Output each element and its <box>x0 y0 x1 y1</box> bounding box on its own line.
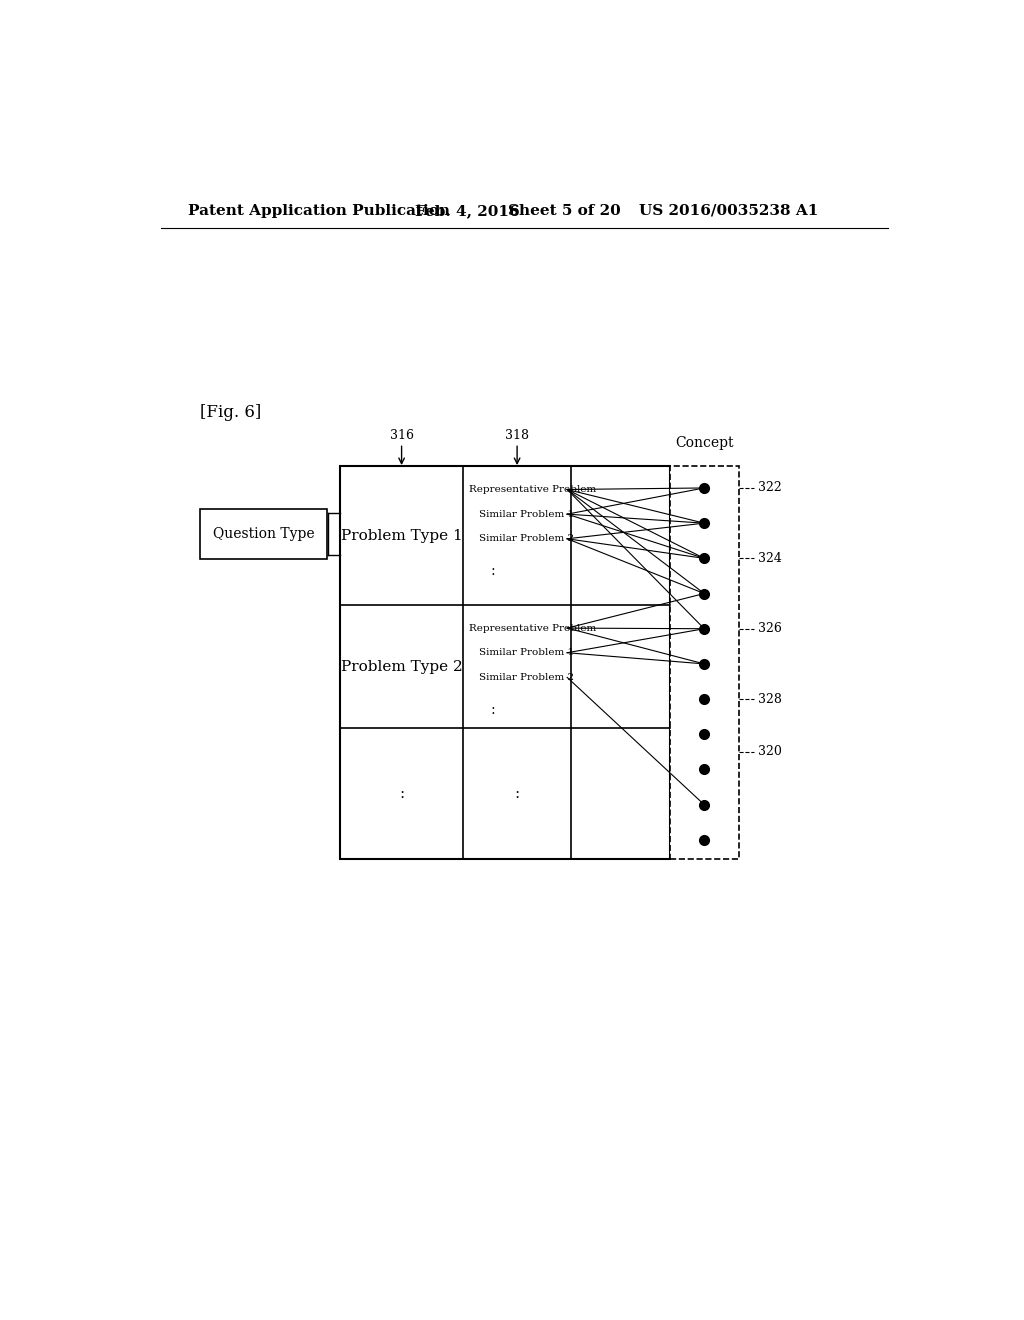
Text: :: : <box>399 787 404 801</box>
Text: 328: 328 <box>758 693 782 706</box>
Text: 320: 320 <box>758 746 782 759</box>
Text: 322: 322 <box>758 482 782 495</box>
Text: 316: 316 <box>389 429 414 442</box>
Bar <box>200 508 327 558</box>
Text: Concept: Concept <box>675 437 733 450</box>
Text: 324: 324 <box>758 552 782 565</box>
Text: 318: 318 <box>505 429 529 442</box>
Text: Sheet 5 of 20: Sheet 5 of 20 <box>508 203 621 218</box>
Text: US 2016/0035238 A1: US 2016/0035238 A1 <box>639 203 818 218</box>
Text: Similar Problem 1: Similar Problem 1 <box>478 648 573 657</box>
Text: Similar Problem 2: Similar Problem 2 <box>478 673 573 682</box>
Text: Problem Type 2: Problem Type 2 <box>341 660 463 673</box>
Text: :: : <box>514 787 520 801</box>
Text: Similar Problem 2: Similar Problem 2 <box>478 535 573 544</box>
Text: 326: 326 <box>758 622 782 635</box>
Text: Representative Problem: Representative Problem <box>469 623 597 632</box>
Text: [Fig. 6]: [Fig. 6] <box>200 404 261 421</box>
Text: Problem Type 1: Problem Type 1 <box>341 529 463 543</box>
Bar <box>670 466 739 859</box>
Text: Patent Application Publication: Patent Application Publication <box>188 203 451 218</box>
Text: Question Type: Question Type <box>213 527 314 541</box>
Text: Feb. 4, 2016: Feb. 4, 2016 <box>416 203 520 218</box>
Bar <box>340 466 670 859</box>
Text: :: : <box>490 702 495 717</box>
Text: Representative Problem: Representative Problem <box>469 484 597 494</box>
Text: Similar Problem 1: Similar Problem 1 <box>478 510 573 519</box>
Text: :: : <box>490 564 495 578</box>
